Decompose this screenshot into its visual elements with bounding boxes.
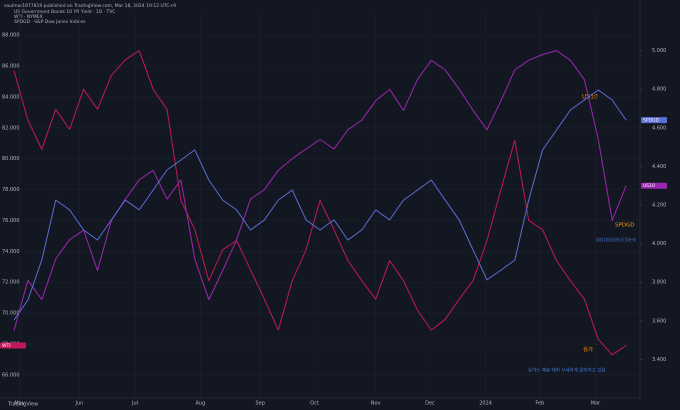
header: saulmor1977819 published on TradingView.… xyxy=(4,3,176,9)
x-tick-label: Dec xyxy=(425,401,435,407)
y2-tick-label: 5.000 xyxy=(652,48,666,54)
y-tick-label: 78.000 xyxy=(2,187,20,193)
y2-tick-label: 4.000 xyxy=(652,241,666,247)
y2-tick-label: 3.600 xyxy=(652,318,666,324)
y-tick-label: 74.000 xyxy=(2,249,20,255)
x-tick-label: Feb xyxy=(535,401,544,407)
y-tick-label: 88.000 xyxy=(2,33,20,39)
price-tag-label: US10 xyxy=(643,183,655,189)
x-tick-label: Nov xyxy=(371,401,381,407)
price-tag-label: SPDGD xyxy=(643,118,660,124)
x-tick-label: Jul xyxy=(131,401,138,407)
y2-tick-label: 4.400 xyxy=(652,164,666,170)
price-tag-label: WTI xyxy=(2,343,11,349)
price-tag xyxy=(0,342,26,349)
line-series xyxy=(13,50,627,356)
y2-tick-label: 3.400 xyxy=(652,357,666,363)
annotation: 유가 xyxy=(583,346,593,354)
annotation: 달러강세 및 채권 금리상승에도 최근 올라가는 추세 xyxy=(596,237,636,244)
x-tick-label: Sep xyxy=(256,401,265,407)
y-tick-label: 80.000 xyxy=(2,156,20,162)
brand: TradingView xyxy=(7,402,38,408)
y-tick-label: 86.000 xyxy=(2,64,20,70)
legend-line: US Government Bonds 10 YR Yield · 1D · T… xyxy=(14,9,115,15)
y-tick-label: 66.000 xyxy=(2,372,20,378)
y-tick-label: 84.000 xyxy=(2,94,20,100)
legend-line: SPDGD · S&P Dow Jones Indices xyxy=(14,19,86,25)
y2-tick-label: 4.800 xyxy=(652,87,666,93)
x-tick-label: Oct xyxy=(310,401,319,407)
x-tick-label: Jun xyxy=(74,401,83,407)
y2-tick-label: 4.600 xyxy=(652,125,666,131)
y-tick-label: 70.000 xyxy=(2,311,20,317)
y-tick-label: 82.000 xyxy=(2,125,20,131)
x-tick-label: Aug xyxy=(196,401,206,407)
price-tag xyxy=(641,182,667,189)
x-tick-label: 2024 xyxy=(479,401,492,407)
y-tick-label: 72.000 xyxy=(2,280,20,286)
x-tick-label: Mar xyxy=(591,401,601,407)
annotation: SPDGD xyxy=(615,223,635,229)
line-series xyxy=(13,89,627,321)
price-tag xyxy=(641,117,667,124)
y2-tick-label: 4.200 xyxy=(652,203,666,209)
annotation: 유가는 재료 대비 우세하게 올라가고 있음 xyxy=(528,367,606,374)
y-tick-label: 76.000 xyxy=(2,218,20,224)
legend-line: WTI · NYMEX xyxy=(14,14,43,20)
x-tick-label: May xyxy=(14,401,24,407)
y2-tick-label: 3.800 xyxy=(652,280,666,286)
